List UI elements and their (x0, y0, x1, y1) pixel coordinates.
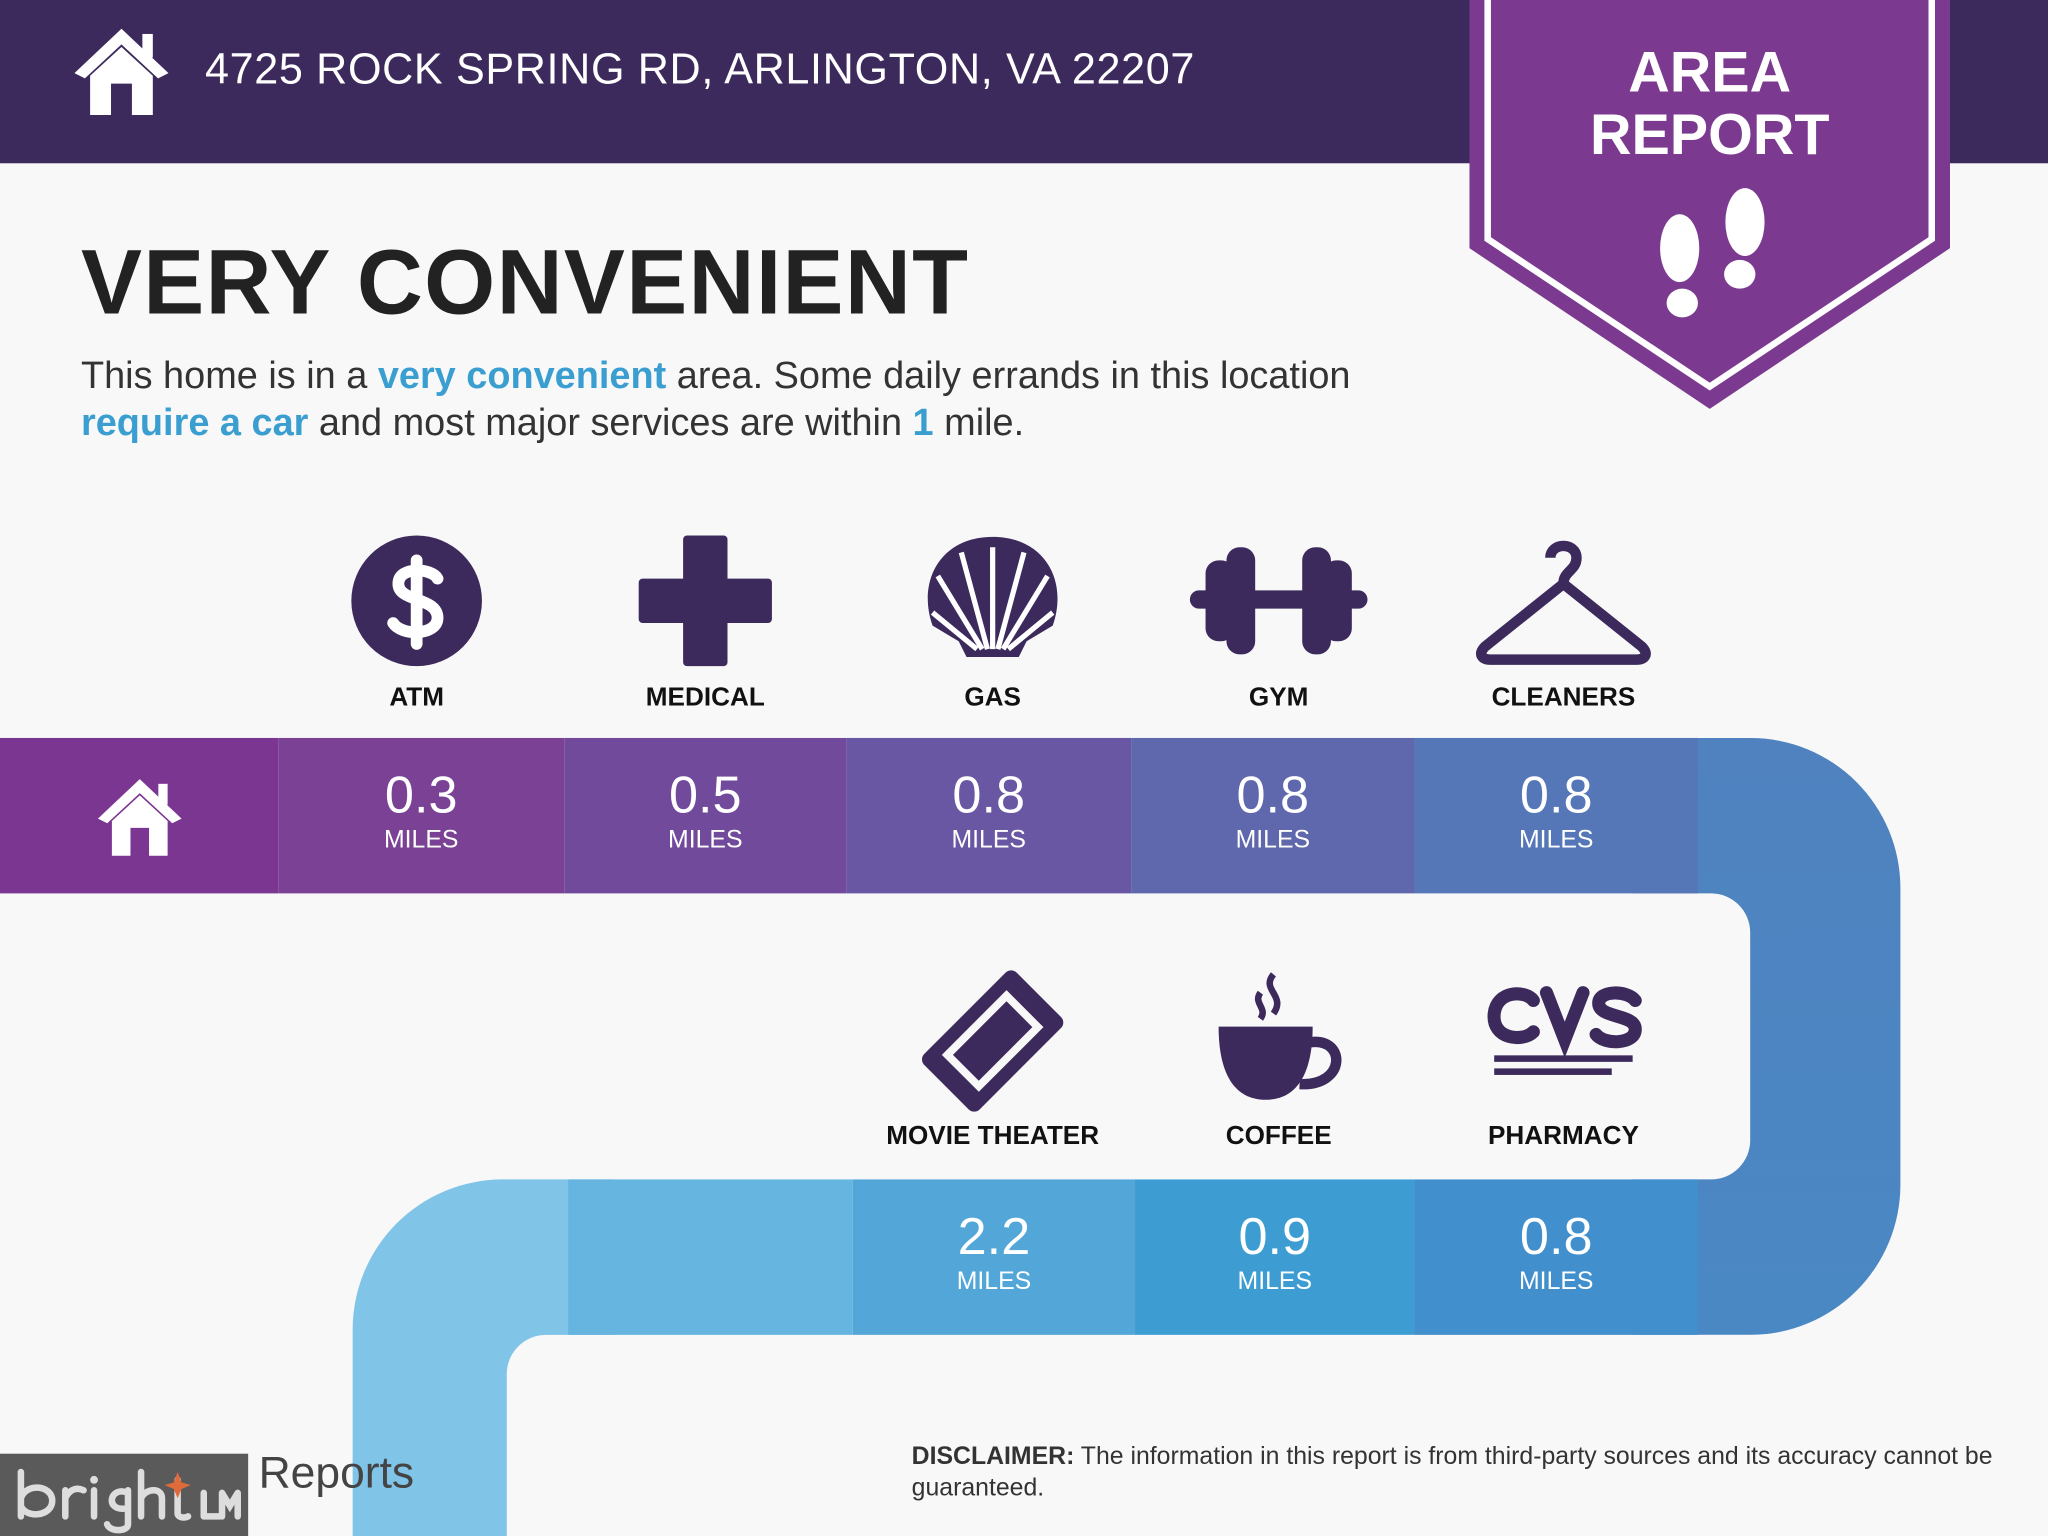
distance-value: 0.3 (384, 766, 458, 825)
shell-icon (927, 536, 1058, 657)
distance-value: 2.2 (957, 1208, 1031, 1266)
page-title: VERY CONVENIENT (80, 231, 970, 334)
footprints-icon (1660, 188, 1765, 318)
ticket-icon (922, 970, 1064, 1112)
property-address: 4725 ROCK SPRING RD, ARLINGTON, VA 22207 (205, 44, 1195, 93)
cvs-pharmacy-logo (1487, 986, 1642, 1075)
summary-text: This home is in a very convenient area. … (81, 353, 1452, 447)
badge-line1: AREA (1628, 40, 1792, 105)
distance-cell-movie-theater: 2.2 MILES (852, 1179, 1136, 1335)
badge-line2: REPORT (1589, 103, 1830, 168)
area-report-badge (1469, 0, 1951, 409)
distance-cell-coffee: 0.9 MILES (1135, 1179, 1415, 1335)
distance-unit: MILES (1518, 1268, 1594, 1296)
badge-title: AREA REPORT (1469, 40, 1950, 168)
distance-cell-gas: 0.8 MILES (846, 737, 1132, 894)
amenity-label-gym: GYM (1248, 683, 1309, 712)
distance-unit: MILES (1237, 1268, 1313, 1296)
home-cell (0, 737, 279, 894)
distance-unit: MILES (668, 826, 743, 855)
distance-value: 0.8 (1236, 766, 1310, 825)
distance-value: 0.8 (952, 766, 1026, 825)
distance-value: 0.8 (1519, 766, 1593, 825)
highlight: very convenient (377, 355, 667, 398)
distance-value: 0.5 (668, 766, 742, 825)
distance-cell-cleaners: 0.8 MILES (1414, 737, 1698, 894)
path-cell (568, 1179, 853, 1335)
path-gap-bottom (506, 1334, 2048, 1536)
house-icon (97, 779, 181, 856)
highlight: 1 (912, 402, 934, 445)
distance-cell-gym: 0.8 MILES (1131, 737, 1415, 894)
amenity-label-pharmacy: PHARMACY (1487, 1121, 1639, 1151)
bright-mls-watermark (0, 1453, 249, 1536)
house-icon (74, 28, 169, 115)
amenity-label-atm: ATM (389, 683, 444, 712)
disclaimer-text: The information in this report is from t… (911, 1443, 1993, 1503)
distance-value: 0.8 (1519, 1208, 1593, 1266)
dumbbell-icon (1189, 547, 1368, 655)
distance-cell-atm: 0.3 MILES (278, 737, 565, 894)
distance-value: 0.9 (1238, 1208, 1312, 1266)
amenity-label-coffee: COFFEE (1225, 1121, 1332, 1151)
distance-unit: MILES (1518, 826, 1594, 855)
text: and most major services are within (308, 402, 913, 445)
path-gap (0, 893, 1751, 1180)
text: mile. (933, 402, 1025, 445)
coffee-cup-icon (1218, 972, 1342, 1100)
medical-cross-icon (638, 535, 772, 667)
hanger-icon (1476, 540, 1651, 665)
distance-unit: MILES (956, 1268, 1032, 1296)
text: This home is in a (80, 355, 378, 398)
reports-logo: Reports (258, 1448, 415, 1499)
distance-cell-medical: 0.5 MILES (564, 737, 847, 894)
disclaimer: DISCLAIMER: The information in this repo… (912, 1442, 2009, 1505)
disclaimer-label: DISCLAIMER: (911, 1443, 1075, 1471)
amenity-label-cleaners: CLEANERS (1491, 683, 1636, 712)
distance-cell-pharmacy: 0.8 MILES (1414, 1179, 1698, 1335)
amenity-label-gas: GAS (964, 683, 1021, 712)
distance-unit: MILES (1235, 826, 1311, 855)
distance-unit: MILES (951, 826, 1026, 855)
amenity-label-movie-theater: MOVIE THEATER (886, 1121, 1100, 1151)
amenity-label-medical: MEDICAL (645, 683, 765, 712)
dollar-icon (351, 535, 482, 667)
text: area. Some daily errands in this locatio… (666, 355, 1351, 398)
highlight: require a car (80, 402, 309, 445)
distance-unit: MILES (383, 826, 459, 855)
